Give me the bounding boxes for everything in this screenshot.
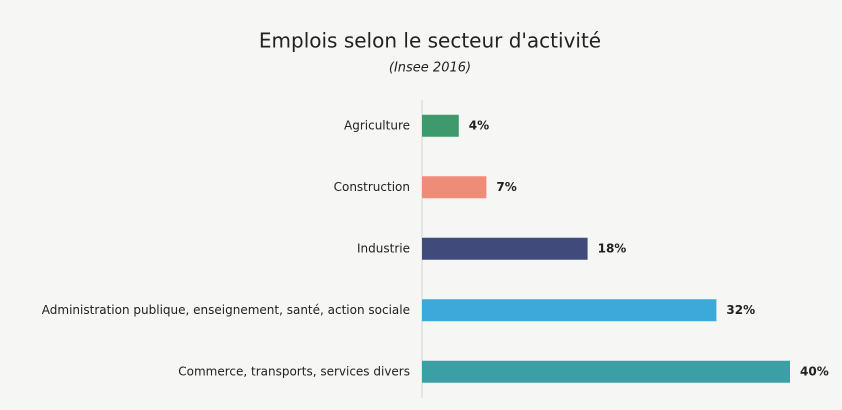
bar [422, 176, 487, 199]
bar [422, 237, 588, 260]
category-label: Construction [334, 180, 410, 194]
bar [422, 360, 790, 383]
chart-subtitle: (Insee 2016) [389, 61, 471, 76]
data-label: 18% [598, 241, 627, 255]
category-label: Administration publique, enseignement, s… [42, 303, 410, 317]
data-label: 7% [496, 180, 516, 194]
bar [422, 299, 717, 322]
category-label: Commerce, transports, services divers [178, 364, 410, 378]
bar [422, 114, 459, 137]
data-label: 40% [800, 364, 829, 378]
category-label: Agriculture [344, 118, 410, 132]
data-label: 4% [469, 118, 489, 132]
data-label: 32% [726, 303, 755, 317]
chart-title: Emplois selon le secteur d'activité [259, 29, 601, 53]
category-label: Industrie [357, 241, 410, 255]
